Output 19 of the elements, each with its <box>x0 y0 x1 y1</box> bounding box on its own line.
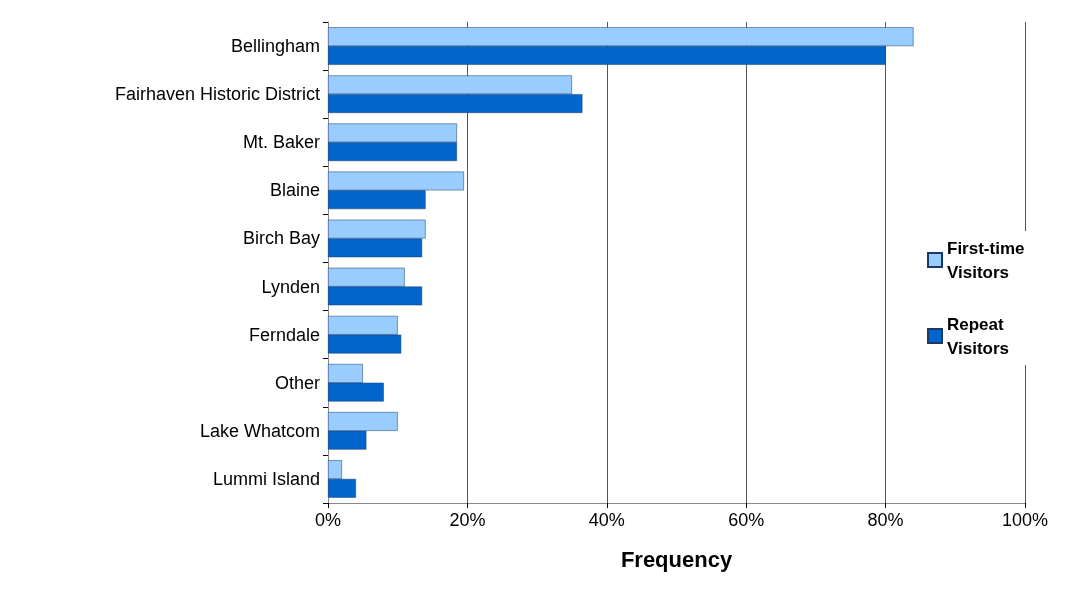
y-tick-label: Mt. Baker <box>242 132 320 153</box>
y-tick-label: Ferndale <box>248 324 320 345</box>
y-tick-label: Bellingham <box>230 36 320 57</box>
x-tick-label: 20% <box>449 510 486 530</box>
y-tick-label: Lake Whatcom <box>199 420 320 441</box>
y-tick-label: Fairhaven Historic District <box>114 84 320 105</box>
y-tick-label: Other <box>274 372 320 393</box>
x-tick-label: 60% <box>728 510 765 530</box>
legend-label: First-time Visitors <box>947 238 1030 282</box>
legend-label: Repeat Visitors <box>947 314 1010 358</box>
x-axis-title: Frequency <box>620 546 733 572</box>
x-tick-label: 0% <box>314 510 342 530</box>
y-tick-label: Lummi Island <box>212 468 320 489</box>
y-tick-label: Blaine <box>269 180 320 201</box>
x-tick-label: 100% <box>1001 510 1049 530</box>
x-tick-label: 80% <box>867 510 904 530</box>
y-tick-label: Birch Bay <box>242 228 320 249</box>
y-tick-label: Lynden <box>261 276 320 297</box>
x-tick-label: 40% <box>588 510 625 530</box>
